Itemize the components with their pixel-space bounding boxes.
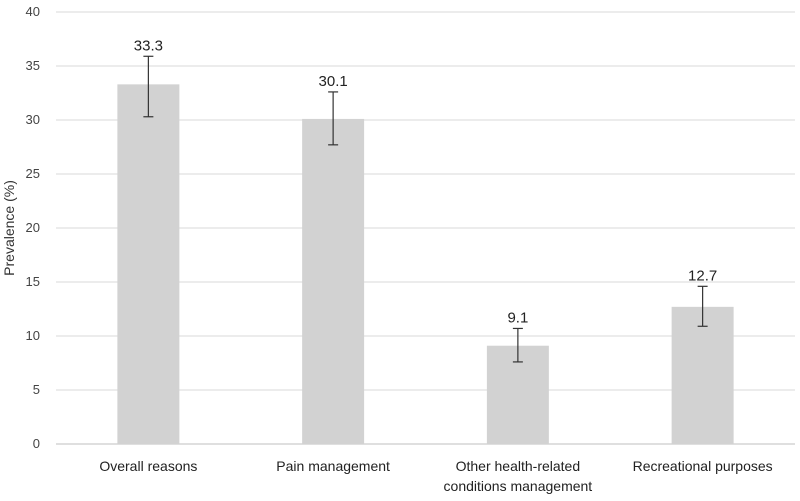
y-tick-label: 30 (26, 112, 40, 127)
y-tick-label: 40 (26, 4, 40, 19)
y-tick-label: 20 (26, 220, 40, 235)
category-label: conditions management (444, 478, 593, 494)
y-tick-label: 5 (33, 382, 40, 397)
category-label: Pain management (276, 458, 390, 474)
y-tick-label: 35 (26, 58, 40, 73)
y-tick-label: 25 (26, 166, 40, 181)
data-label: 33.3 (134, 37, 163, 54)
y-tick-label: 0 (33, 436, 40, 451)
bar (117, 84, 180, 445)
category-label: Overall reasons (99, 458, 197, 474)
data-label: 12.7 (688, 267, 717, 284)
data-label: 30.1 (319, 73, 348, 90)
category-labels: Overall reasons Pain management Other heal… (99, 458, 772, 494)
y-axis-ticks: 0 5 10 15 20 25 30 35 40 (26, 4, 40, 451)
category-label: Recreational purposes (633, 458, 773, 474)
bar (302, 118, 365, 445)
y-axis-label: Prevalence (%) (1, 180, 17, 276)
error-bars (143, 55, 708, 363)
category-label: Other health-related (456, 458, 581, 474)
y-tick-label: 10 (26, 328, 40, 343)
bar (671, 306, 734, 444)
y-tick-label: 15 (26, 274, 40, 289)
bars (117, 84, 734, 445)
data-label: 9.1 (507, 309, 528, 326)
data-labels: 33.3 30.1 9.1 12.7 (134, 37, 717, 326)
